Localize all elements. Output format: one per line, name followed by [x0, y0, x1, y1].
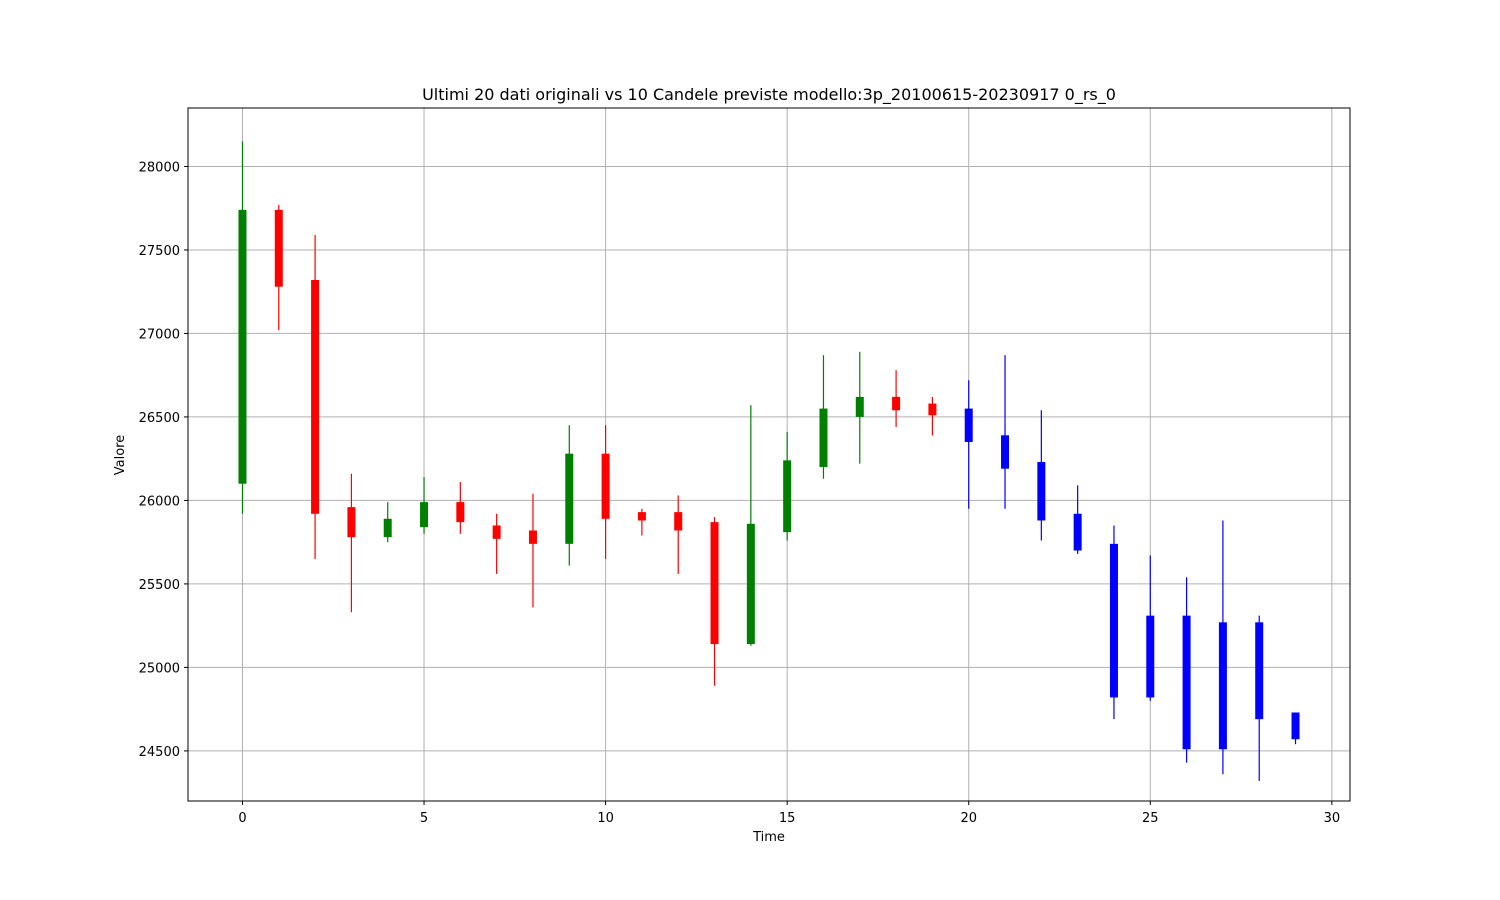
candle-body-28	[1255, 622, 1264, 720]
grid-lines	[188, 108, 1350, 801]
candle-body-14	[746, 523, 755, 645]
y-tick-label: 27500	[139, 244, 180, 259]
candle-body-23	[1073, 513, 1082, 551]
candle-body-6	[456, 502, 465, 523]
x-axis-ticks: 0 5 10 15 20 25 30	[238, 801, 1340, 826]
y-tick-label: 26500	[139, 411, 180, 426]
candles	[238, 141, 1300, 781]
plot-frame	[187, 107, 1351, 802]
candle-body-1	[274, 209, 283, 287]
candle-body-22	[1037, 462, 1046, 521]
y-tick-label: 28000	[139, 160, 180, 175]
candle-body-8	[528, 530, 537, 544]
candle-body-7	[492, 525, 501, 539]
candle-body-20	[964, 408, 973, 442]
candle-body-16	[819, 408, 828, 468]
y-tick-label: 25500	[139, 578, 180, 593]
chart-title: Ultimi 20 dati originali vs 10 Candele p…	[422, 85, 1116, 105]
x-axis-label: Time	[752, 830, 785, 845]
x-tick-label: 5	[420, 811, 428, 826]
candle-body-21	[1001, 435, 1010, 469]
candle-body-9	[565, 453, 574, 544]
candle-body-12	[674, 512, 683, 531]
candle-body-17	[855, 396, 864, 417]
candle-body-29	[1291, 712, 1300, 740]
y-axis-label: Valore	[113, 435, 128, 475]
candle-body-18	[892, 396, 901, 411]
x-tick-label: 20	[960, 811, 977, 826]
candle-body-24	[1109, 543, 1118, 698]
candle-body-3	[347, 507, 356, 538]
y-tick-label: 27000	[139, 327, 180, 342]
x-tick-label: 0	[238, 811, 246, 826]
candle-body-10	[601, 453, 610, 519]
x-tick-label: 30	[1324, 811, 1341, 826]
y-tick-label: 26000	[139, 494, 180, 509]
candle-body-19	[928, 403, 937, 416]
candle-body-25	[1146, 615, 1155, 698]
y-tick-label: 25000	[139, 661, 180, 676]
candle-body-13	[710, 522, 719, 645]
candle-body-5	[420, 502, 429, 528]
x-tick-label: 10	[597, 811, 614, 826]
candle-body-2	[311, 279, 320, 514]
candle-body-11	[637, 512, 646, 521]
x-tick-label: 15	[779, 811, 796, 826]
candle-body-0	[238, 209, 247, 484]
candle-body-26	[1182, 615, 1191, 750]
candle-body-4	[383, 518, 392, 538]
candle-body-27	[1218, 622, 1227, 750]
y-tick-label: 24500	[139, 745, 180, 760]
x-tick-label: 25	[1142, 811, 1159, 826]
candle-body-15	[783, 460, 792, 533]
y-axis-ticks: 24500 25000 25500 26000 26500 27000 27500 28000	[139, 160, 188, 760]
